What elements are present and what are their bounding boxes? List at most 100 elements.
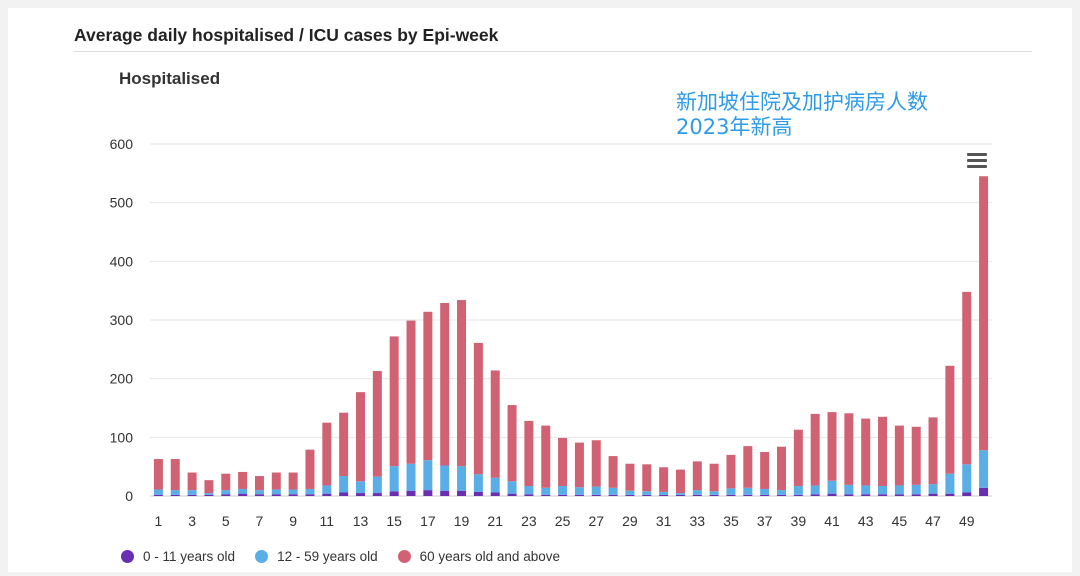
bar-12-59 (339, 476, 349, 493)
bar-60-plus (861, 418, 871, 486)
bar-0-11 (541, 494, 551, 496)
bar-60-plus (389, 336, 399, 467)
x-tick-label: 21 (487, 513, 503, 529)
section-title: Average daily hospitalised / ICU cases b… (74, 25, 499, 45)
bar-60-plus (760, 452, 770, 489)
bar-12-59 (827, 480, 837, 494)
overlay-annotation: 新加坡住院及加护病房人数 2023年新高 (676, 90, 928, 139)
bar-60-plus (170, 459, 180, 491)
bar-0-11 (389, 491, 399, 496)
bar-60-plus (675, 469, 685, 494)
bar-0-11 (760, 494, 770, 496)
x-tick-label: 25 (555, 513, 571, 529)
bar-0-11 (861, 494, 871, 496)
bar-12-59 (574, 487, 584, 495)
bar-60-plus (406, 320, 416, 464)
bar-12-59 (524, 486, 534, 495)
legend-item-0-11[interactable]: 0 - 11 years old (121, 549, 235, 564)
bar-60-plus (777, 446, 786, 491)
bar-60-plus (507, 405, 517, 482)
bar-12-59 (743, 487, 753, 495)
bar-60-plus (608, 456, 618, 488)
x-tick-label: 29 (622, 513, 638, 529)
legend: 0 - 11 years old 12 - 59 years old 60 ye… (121, 549, 580, 564)
bar-12-59 (945, 473, 955, 494)
bar-0-11 (490, 492, 500, 496)
bar-12-59 (861, 485, 871, 495)
bar-12-59 (642, 491, 652, 495)
y-tick-label: 100 (110, 429, 134, 445)
bar-12-59 (928, 484, 938, 494)
bar-12-59 (777, 490, 786, 495)
y-tick-label: 400 (110, 253, 134, 269)
bar-12-59 (356, 481, 365, 494)
chart-title: Hospitalised (119, 69, 221, 88)
bar-12-59 (878, 486, 888, 495)
bar-60-plus (962, 291, 972, 465)
bar-60-plus (541, 425, 551, 488)
bar-0-11 (743, 494, 753, 496)
bar-60-plus (810, 413, 820, 486)
bar-60-plus (457, 300, 467, 467)
bar-60-plus (558, 437, 568, 487)
bar-0-11 (625, 494, 635, 496)
bar-12-59 (659, 491, 669, 495)
bar-0-11 (928, 493, 938, 496)
bar-0-11 (305, 494, 315, 496)
bar-0-11 (911, 494, 921, 496)
bar-60-plus (793, 429, 803, 487)
bar-12-59 (558, 486, 568, 495)
x-tick-label: 7 (256, 513, 264, 529)
bar-60-plus (339, 412, 349, 477)
bar-60-plus (221, 473, 231, 491)
bar-12-59 (204, 493, 214, 495)
bar-60-plus (911, 426, 921, 485)
bar-12-59 (440, 465, 450, 491)
bar-0-11 (810, 494, 820, 496)
bar-12-59 (406, 463, 416, 491)
bar-0-11 (221, 494, 231, 496)
bar-60-plus (153, 459, 163, 490)
hamburger-menu-icon[interactable] (966, 152, 988, 170)
x-tick-label: 37 (757, 513, 773, 529)
bar-0-11 (962, 492, 972, 496)
x-tick-label: 1 (155, 513, 163, 529)
bar-0-11 (187, 494, 197, 496)
bar-12-59 (810, 485, 820, 495)
bar-0-11 (675, 494, 685, 496)
y-tick-label: 0 (125, 488, 133, 504)
bar-60-plus (322, 422, 332, 486)
bar-12-59 (473, 474, 483, 492)
legend-item-60-plus[interactable]: 60 years old and above (397, 549, 560, 564)
bar-0-11 (726, 494, 736, 496)
x-tick-label: 27 (588, 513, 604, 529)
bar-12-59 (187, 490, 197, 495)
bar-12-59 (238, 488, 248, 494)
bar-12-59 (507, 481, 517, 494)
legend-item-12-59[interactable]: 12 - 59 years old (255, 549, 378, 564)
bar-60-plus (574, 442, 584, 488)
legend-label-0-11: 0 - 11 years old (143, 549, 236, 564)
bar-60-plus (238, 471, 248, 489)
bar-0-11 (945, 493, 955, 496)
x-tick-label: 5 (222, 513, 230, 529)
bar-12-59 (288, 489, 298, 495)
bar-0-11 (591, 494, 601, 496)
bar-60-plus (625, 463, 635, 491)
x-tick-label: 33 (690, 513, 706, 529)
bar-12-59 (760, 488, 770, 495)
y-tick-label: 600 (110, 136, 134, 152)
bar-0-11 (254, 494, 264, 496)
bar-60-plus (878, 416, 888, 487)
bar-0-11 (709, 494, 719, 496)
legend-marker-12-59 (255, 550, 269, 563)
bar-0-11 (440, 490, 450, 496)
bar-60-plus (473, 342, 483, 475)
x-tick-label: 3 (188, 513, 196, 529)
x-tick-label: 31 (656, 513, 672, 529)
x-tick-label: 49 (959, 513, 975, 529)
bar-0-11 (574, 494, 584, 496)
bar-12-59 (305, 488, 315, 495)
bar-60-plus (490, 370, 500, 478)
bar-60-plus (945, 365, 955, 474)
